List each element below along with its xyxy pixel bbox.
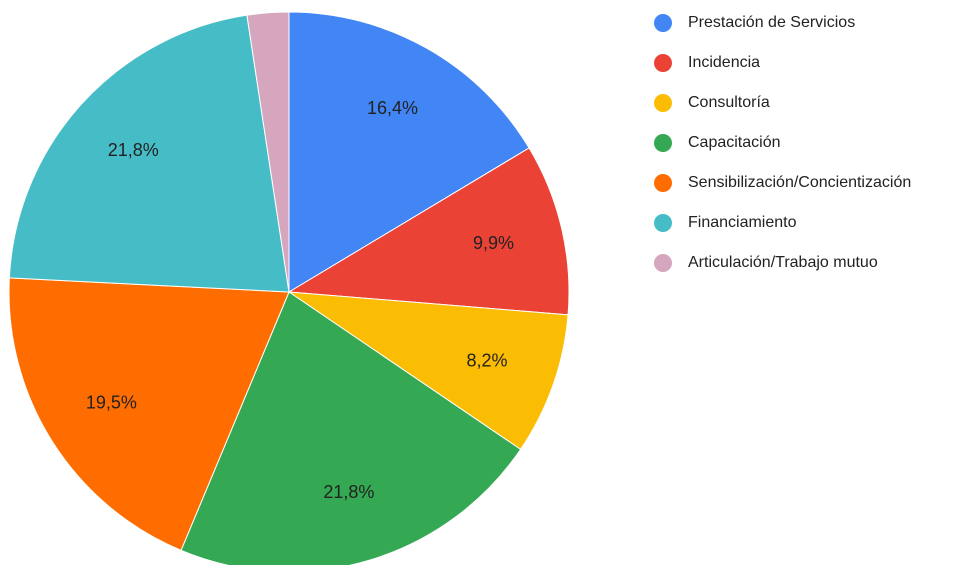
slice-label: 16,4% — [367, 98, 418, 118]
pie-slice — [8, 14, 290, 293]
slice-label: 21,8% — [108, 140, 159, 160]
pie-slice — [246, 11, 290, 293]
pie-slice — [8, 277, 290, 552]
legend-swatch — [654, 94, 672, 112]
pie-slice — [287, 147, 570, 316]
legend-text: Articulación/Trabajo mutuo — [688, 254, 878, 271]
legend-swatch — [654, 14, 672, 32]
legend-text: Sensibilización/Concientización — [688, 174, 911, 191]
legend-text: Prestación de Servicios — [688, 14, 855, 31]
pie-slice — [288, 11, 530, 293]
legend-swatch — [654, 174, 672, 192]
pie-slice — [180, 291, 522, 565]
legend-text: Consultoría — [688, 94, 770, 111]
slice-label: 21,8% — [323, 482, 374, 502]
legend-swatch — [654, 214, 672, 232]
pie-slice — [287, 291, 569, 451]
slice-label: 9,9% — [473, 233, 514, 253]
slice-label: 8,2% — [467, 351, 508, 371]
legend-swatch — [654, 254, 672, 272]
legend-swatch — [654, 54, 672, 72]
legend-text: Financiamiento — [688, 214, 797, 231]
legend-swatch — [654, 134, 672, 152]
legend-text: Capacitación — [688, 134, 781, 151]
slice-label: 19,5% — [86, 393, 137, 413]
legend-text: Incidencia — [688, 54, 760, 71]
